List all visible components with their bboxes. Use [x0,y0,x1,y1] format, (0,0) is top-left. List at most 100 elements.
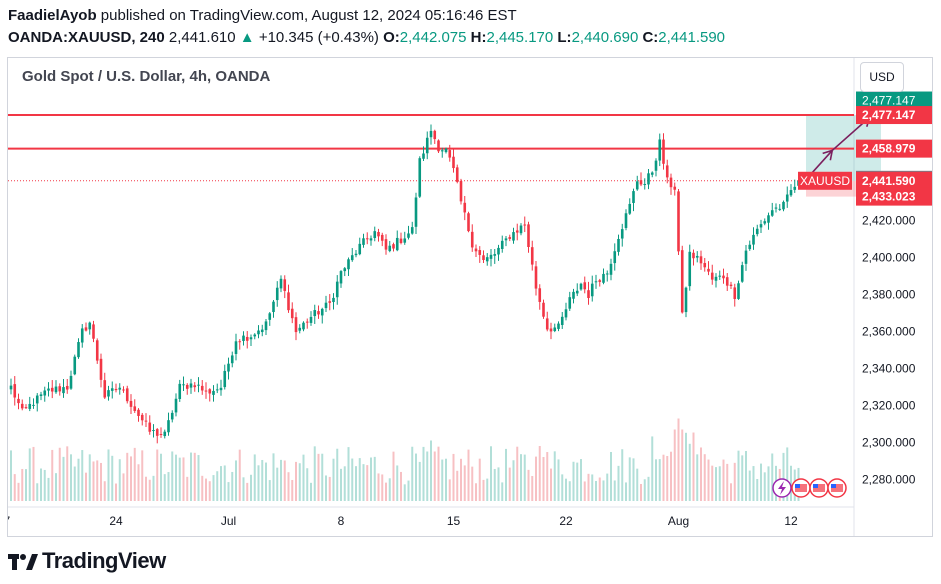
volume-bar [771,453,774,501]
candle-body [767,215,770,223]
candle-body [635,181,639,190]
y-tick-label: 2,360.000 [862,325,916,339]
tradingview-brand[interactable]: TradingView [8,548,166,574]
volume-bar [21,468,24,501]
y-tick-label: 2,400.000 [862,251,916,265]
candle-body [73,356,77,375]
volume-bar [786,447,789,501]
candle-body [620,229,624,239]
candle-body [722,275,725,279]
candle-body [9,385,13,390]
volume-bar [325,475,327,501]
volume-bar [81,450,84,501]
candle-body [568,297,572,309]
candle-body [583,282,587,290]
volume-bar [133,447,136,501]
candle-body [287,292,290,311]
volume-bar [760,463,762,501]
price-tag-label: 2,441.590 [862,174,916,188]
candle-body [182,384,185,386]
candle-body [227,363,230,372]
us-flag-stripes [831,484,843,492]
volume-bar [497,467,500,501]
candle-body [650,172,654,175]
candle-body [422,153,425,159]
chart-legend: Gold Spot / U.S. Dollar, 4h, OANDA [20,68,273,85]
candle-body [523,224,527,226]
volume-bar [238,449,241,501]
volume-bar [366,465,369,501]
volume-bar [437,446,440,501]
x-tick-label: 12 [784,514,798,528]
volume-bar [490,446,492,501]
volume-bar [486,478,489,501]
published-text: published on TradingView.com, August 12,… [96,7,517,24]
candle-body [20,403,24,409]
candle-body [560,316,564,325]
us-flag-stripes [795,484,807,492]
lightning-glyph [778,481,786,495]
candle-body [215,389,219,391]
candle-body [110,388,114,391]
candle-body [358,243,362,255]
volume-bar [272,453,275,501]
candle-body [617,238,620,252]
candle-body [508,237,512,239]
volume-bar [163,474,166,501]
candle-body [380,234,384,241]
candle-body [369,238,373,241]
candle-body [234,341,238,354]
volume-bar [745,450,747,501]
author-name[interactable]: FaadielAyob [8,7,97,24]
volume-bar [85,472,87,501]
candle-body [350,255,354,261]
candle-body [140,414,144,421]
volume-bar [403,484,406,501]
currency-button[interactable]: USD [860,62,904,92]
volume-bar [643,479,646,501]
volume-bar [651,436,654,501]
candle-body [103,380,107,398]
volume-bar [373,456,376,501]
volume-bar [568,481,571,501]
candle-body [50,387,54,392]
volume-bar [748,470,751,501]
volume-bar [178,457,181,501]
candle-body [699,256,703,264]
candle-body [313,310,317,317]
volume-bar [351,458,354,501]
volume-bar [336,448,339,501]
candle-body [744,250,748,264]
volume-bar [715,467,717,501]
candle-body [354,253,358,256]
volume-bar [467,449,470,501]
volume-bar [126,452,129,501]
volume-bar [302,454,305,501]
volume-bar [756,478,759,501]
volume-bar [32,446,35,501]
volume-bar [377,473,380,501]
volume-bar [767,466,770,501]
volume-bar [433,451,436,501]
volume-bar [328,476,331,501]
volume-bar [516,446,519,501]
candle-body [410,227,414,234]
volume-bar [790,465,792,501]
volume-bar [632,458,635,501]
volume-bar [58,447,61,501]
chart-panel[interactable]: 17 24 Jul 8 15 22 Aug 12 2,280.000 2,300.000 2,320… [7,57,933,537]
candle-body [714,276,718,281]
volume-bar [276,467,279,501]
candle-body [688,251,692,287]
volume-bar [340,468,342,501]
volume-bar [415,453,417,501]
volume-bar [145,476,147,501]
price-chart[interactable]: 17 24 Jul 8 15 22 Aug 12 2,280.000 2,300.000 2,320… [8,58,933,537]
volume-bar [478,458,481,501]
volume-bar [411,446,414,501]
candle-body [778,208,782,210]
volume-bar [268,480,271,501]
volume-bar [92,461,95,501]
y-tick-label: 2,420.000 [862,214,916,228]
high-label: H: [470,29,487,46]
